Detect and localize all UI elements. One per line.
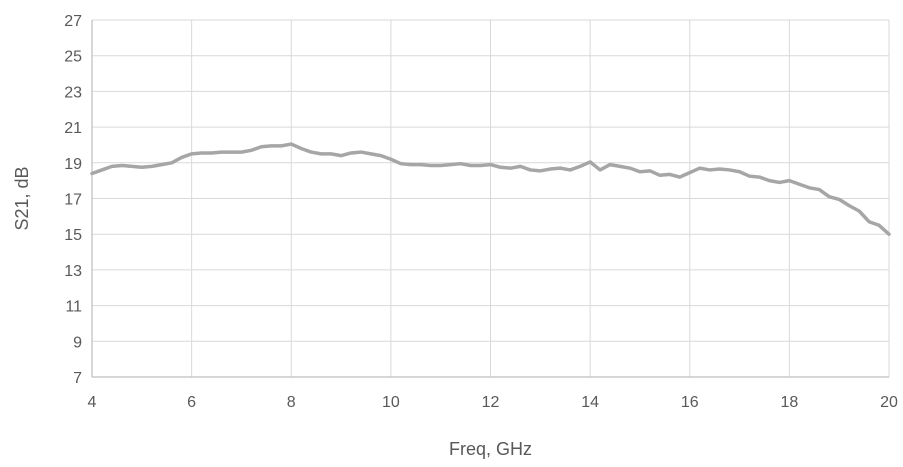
y-tick-label: 11 — [65, 299, 82, 316]
grid-lines — [91, 19, 890, 378]
y-tick-label: 21 — [64, 120, 82, 137]
y-tick-label: 19 — [64, 156, 82, 173]
axes — [91, 20, 889, 378]
series-layer — [90, 142, 891, 236]
x-tick-label: 8 — [287, 394, 296, 411]
y-tick-label: 15 — [64, 227, 82, 244]
y-tick-label: 25 — [64, 49, 82, 66]
y-tick-label: 17 — [64, 192, 82, 209]
x-tick-label: 6 — [187, 394, 196, 411]
tick-labels: 7 9 11 13 15 17 19 21 23 25 27 4 6 8 10 12 14 16 18 20 — [64, 13, 898, 411]
y-tick-label: 27 — [64, 13, 82, 30]
series-line — [90, 142, 891, 236]
x-tick-label: 10 — [382, 394, 400, 411]
x-tick-label: 12 — [482, 394, 500, 411]
x-tick-label: 4 — [88, 394, 97, 411]
x-tick-label: 14 — [581, 394, 599, 411]
y-tick-label: 13 — [64, 263, 82, 280]
y-tick-label: 9 — [73, 334, 82, 351]
y-tick-label: 23 — [64, 84, 82, 101]
x-tick-label: 16 — [681, 394, 699, 411]
x-tick-label: 20 — [880, 394, 898, 411]
y-tick-label: 7 — [73, 370, 82, 387]
y-axis-title: S21, dB — [12, 166, 32, 230]
x-axis-title: Freq, GHz — [449, 439, 532, 459]
x-tick-label: 18 — [780, 394, 798, 411]
